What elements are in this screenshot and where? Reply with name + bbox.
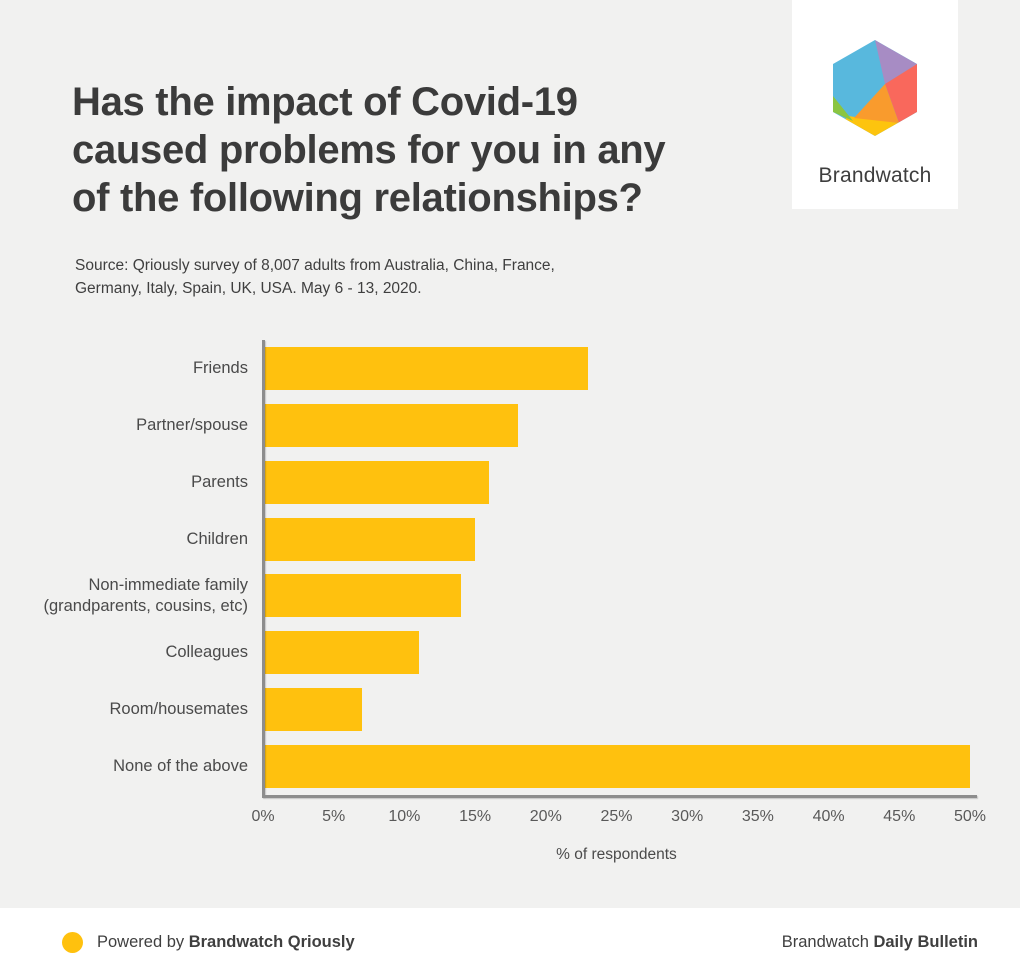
source-note: Source: Qriously survey of 8,007 adults … — [75, 254, 655, 300]
bar — [263, 745, 970, 789]
bar — [263, 688, 362, 732]
bar-row: Non-immediate family (grandparents, cous… — [0, 568, 1020, 625]
bar — [263, 631, 419, 675]
y-axis-label: Friends — [192, 358, 248, 377]
bar-track — [263, 346, 970, 390]
bar-row: None of the above — [0, 738, 1020, 795]
powered-by-brand: Brandwatch Qriously — [188, 933, 355, 951]
brandwatch-hexagon-icon — [833, 40, 917, 136]
bar-rows: Friends Partner/spouse Parents Children Non-… — [0, 340, 1020, 795]
y-axis-line — [262, 340, 265, 797]
y-axis-label: None of the above — [113, 757, 248, 776]
x-tick-label: 25% — [600, 808, 633, 825]
bar — [263, 517, 476, 561]
page-title: Has the impact of Covid-19 caused proble… — [72, 78, 752, 222]
y-axis-label: Partner/spouse — [136, 415, 248, 434]
y-axis-label: Parents — [191, 472, 248, 491]
powered-by-text: Powered by Brandwatch Qriously — [97, 933, 355, 952]
title-line: caused problems for you in any — [72, 128, 666, 172]
x-tick-label: 30% — [671, 808, 704, 825]
x-tick-label: 40% — [812, 808, 845, 825]
x-tick-label: 10% — [388, 808, 421, 825]
source-line: Source: Qriously survey of 8,007 adults … — [75, 257, 555, 274]
brandwatch-logo-label: Brandwatch — [818, 164, 932, 187]
x-tick-label: 5% — [322, 808, 346, 825]
bar-track — [263, 460, 970, 504]
bar-row: Room/housemates — [0, 681, 1020, 738]
title-line: Has the impact of Covid-19 — [72, 80, 578, 124]
bar-track — [263, 631, 970, 675]
bar-track — [263, 403, 970, 447]
bar-row: Friends — [0, 340, 1020, 397]
title-line: of the following relationships? — [72, 176, 643, 220]
powered-by-prefix: Powered by — [97, 933, 189, 951]
x-tick-label: 35% — [741, 808, 774, 825]
bulletin-credit: Brandwatch Daily Bulletin — [782, 933, 978, 952]
y-axis-label: Colleagues — [165, 643, 248, 662]
bar-row: Colleagues — [0, 624, 1020, 681]
powered-by: Powered by Brandwatch Qriously — [62, 932, 355, 953]
bar-row: Children — [0, 511, 1020, 568]
y-axis-label: Non-immediate family (grandparents, cous… — [43, 575, 248, 615]
y-axis-label: Room/housemates — [109, 700, 249, 719]
bar — [263, 574, 461, 618]
bar-track — [263, 745, 970, 789]
bar — [263, 346, 589, 390]
y-axis-label: Children — [186, 529, 248, 548]
brandwatch-logo-card: Brandwatch — [792, 0, 958, 209]
bar-track — [263, 574, 970, 618]
bar-track — [263, 688, 970, 732]
x-axis-title: % of respondents — [556, 846, 677, 863]
source-line: Germany, Italy, Spain, UK, USA. May 6 - … — [75, 280, 422, 297]
x-tick-label: 15% — [459, 808, 492, 825]
x-tick-label: 50% — [953, 808, 987, 825]
bar-row: Parents — [0, 454, 1020, 511]
footer: Powered by Brandwatch Qriously Brandwatc… — [0, 908, 1020, 977]
bar — [263, 403, 518, 447]
bar-chart: Friends Partner/spouse Parents Children Non-… — [0, 340, 1020, 798]
yellow-dot-icon — [62, 932, 83, 953]
x-tick-label: 45% — [883, 808, 916, 825]
bar-track — [263, 517, 970, 561]
bulletin-prefix: Brandwatch — [781, 933, 874, 951]
x-axis-ticks: 0% 5% 10% 15% 20% 25% 30% 35% 40% 45% 50% — [251, 808, 986, 828]
x-axis-line — [262, 795, 977, 798]
x-tick-label: 0% — [251, 808, 275, 825]
bulletin-bold: Daily Bulletin — [873, 933, 978, 951]
x-tick-label: 20% — [529, 808, 562, 825]
bar — [263, 460, 490, 504]
bar-row: Partner/spouse — [0, 397, 1020, 454]
